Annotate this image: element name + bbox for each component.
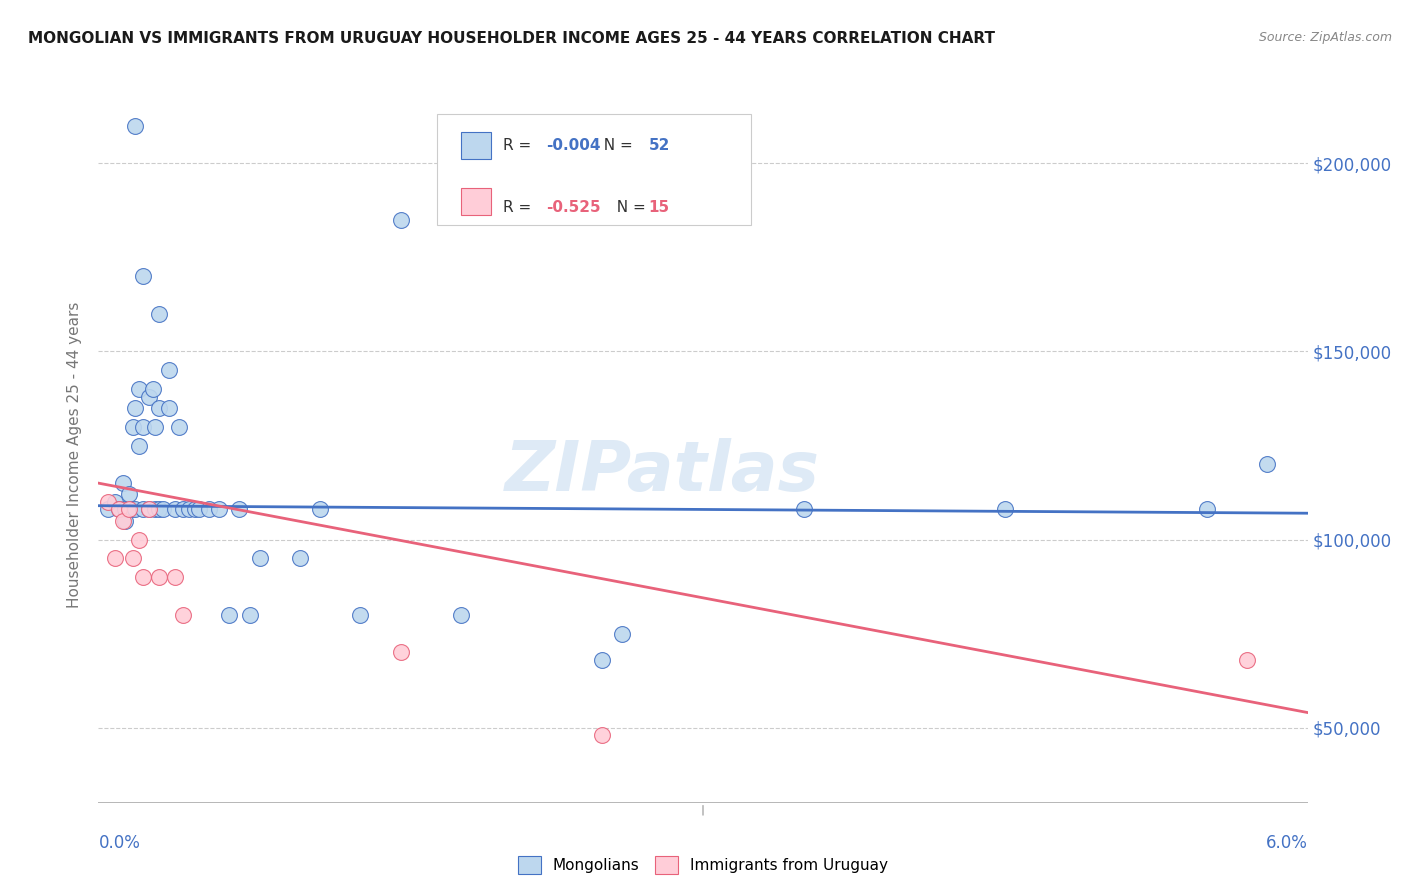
Point xyxy=(118,502,141,516)
Point xyxy=(124,119,146,133)
Point xyxy=(114,502,136,516)
Text: -0.525: -0.525 xyxy=(546,201,600,216)
Point xyxy=(148,570,170,584)
Legend: Mongolians, Immigrants from Uruguay: Mongolians, Immigrants from Uruguay xyxy=(512,850,894,880)
Text: MONGOLIAN VS IMMIGRANTS FROM URUGUAY HOUSEHOLDER INCOME AGES 25 - 44 YEARS CORRE: MONGOLIAN VS IMMIGRANTS FROM URUGUAY HOU… xyxy=(28,31,995,46)
Point xyxy=(198,502,221,516)
Point xyxy=(249,551,271,566)
Text: R =: R = xyxy=(503,137,537,153)
Point xyxy=(389,212,412,227)
Point xyxy=(1256,458,1278,472)
Point xyxy=(97,502,120,516)
Point xyxy=(148,307,170,321)
Point xyxy=(132,570,155,584)
Point xyxy=(124,502,146,516)
Point xyxy=(349,607,371,622)
Point xyxy=(179,502,201,516)
Point xyxy=(128,533,150,547)
Point xyxy=(591,653,613,667)
Point xyxy=(142,382,165,396)
Point xyxy=(138,502,160,516)
Text: 52: 52 xyxy=(648,137,671,153)
Text: R =: R = xyxy=(503,201,537,216)
Point xyxy=(288,551,311,566)
Point xyxy=(120,502,142,516)
Point xyxy=(309,502,332,516)
Point xyxy=(152,502,174,516)
Point xyxy=(143,419,166,434)
Point xyxy=(124,401,146,415)
Point xyxy=(107,502,129,516)
Point xyxy=(1236,653,1258,667)
Point xyxy=(208,502,231,516)
Point xyxy=(111,514,134,528)
Text: 0.0%: 0.0% xyxy=(98,834,141,852)
Y-axis label: Householder Income Ages 25 - 44 years: Householder Income Ages 25 - 44 years xyxy=(67,301,83,608)
Point xyxy=(132,269,155,284)
Point xyxy=(450,607,472,622)
Point xyxy=(132,419,155,434)
Point xyxy=(612,626,634,640)
Point xyxy=(239,607,262,622)
FancyBboxPatch shape xyxy=(437,114,751,226)
Point xyxy=(184,502,207,516)
Point xyxy=(121,419,143,434)
Point xyxy=(128,382,150,396)
FancyBboxPatch shape xyxy=(461,188,492,215)
Point xyxy=(128,438,150,452)
Point xyxy=(138,502,160,516)
Point xyxy=(591,728,613,742)
Text: N =: N = xyxy=(595,137,638,153)
Point xyxy=(97,495,120,509)
Point xyxy=(121,551,143,566)
Point xyxy=(138,390,160,404)
Point xyxy=(218,607,240,622)
Point xyxy=(148,502,170,516)
Text: N =: N = xyxy=(607,201,651,216)
Text: -0.004: -0.004 xyxy=(546,137,600,153)
Point xyxy=(103,495,125,509)
Point xyxy=(389,645,412,659)
Point xyxy=(118,502,141,516)
Point xyxy=(994,502,1017,516)
Point xyxy=(143,502,166,516)
Text: 15: 15 xyxy=(648,201,669,216)
Point xyxy=(793,502,815,516)
Point xyxy=(107,502,129,516)
Point xyxy=(111,476,134,491)
Point xyxy=(132,502,155,516)
FancyBboxPatch shape xyxy=(461,132,492,159)
Text: Source: ZipAtlas.com: Source: ZipAtlas.com xyxy=(1258,31,1392,45)
Point xyxy=(172,607,194,622)
Point xyxy=(148,401,170,415)
Text: 6.0%: 6.0% xyxy=(1265,834,1308,852)
Point xyxy=(188,502,211,516)
Point xyxy=(163,570,186,584)
Point xyxy=(1195,502,1218,516)
Point xyxy=(172,502,194,516)
Text: ZIPatlas: ZIPatlas xyxy=(505,438,820,506)
Point xyxy=(118,487,141,501)
Point xyxy=(228,502,250,516)
Point xyxy=(163,502,186,516)
Point xyxy=(157,401,180,415)
Point xyxy=(114,514,136,528)
Point xyxy=(103,551,125,566)
Point xyxy=(167,419,190,434)
Point xyxy=(157,363,180,377)
